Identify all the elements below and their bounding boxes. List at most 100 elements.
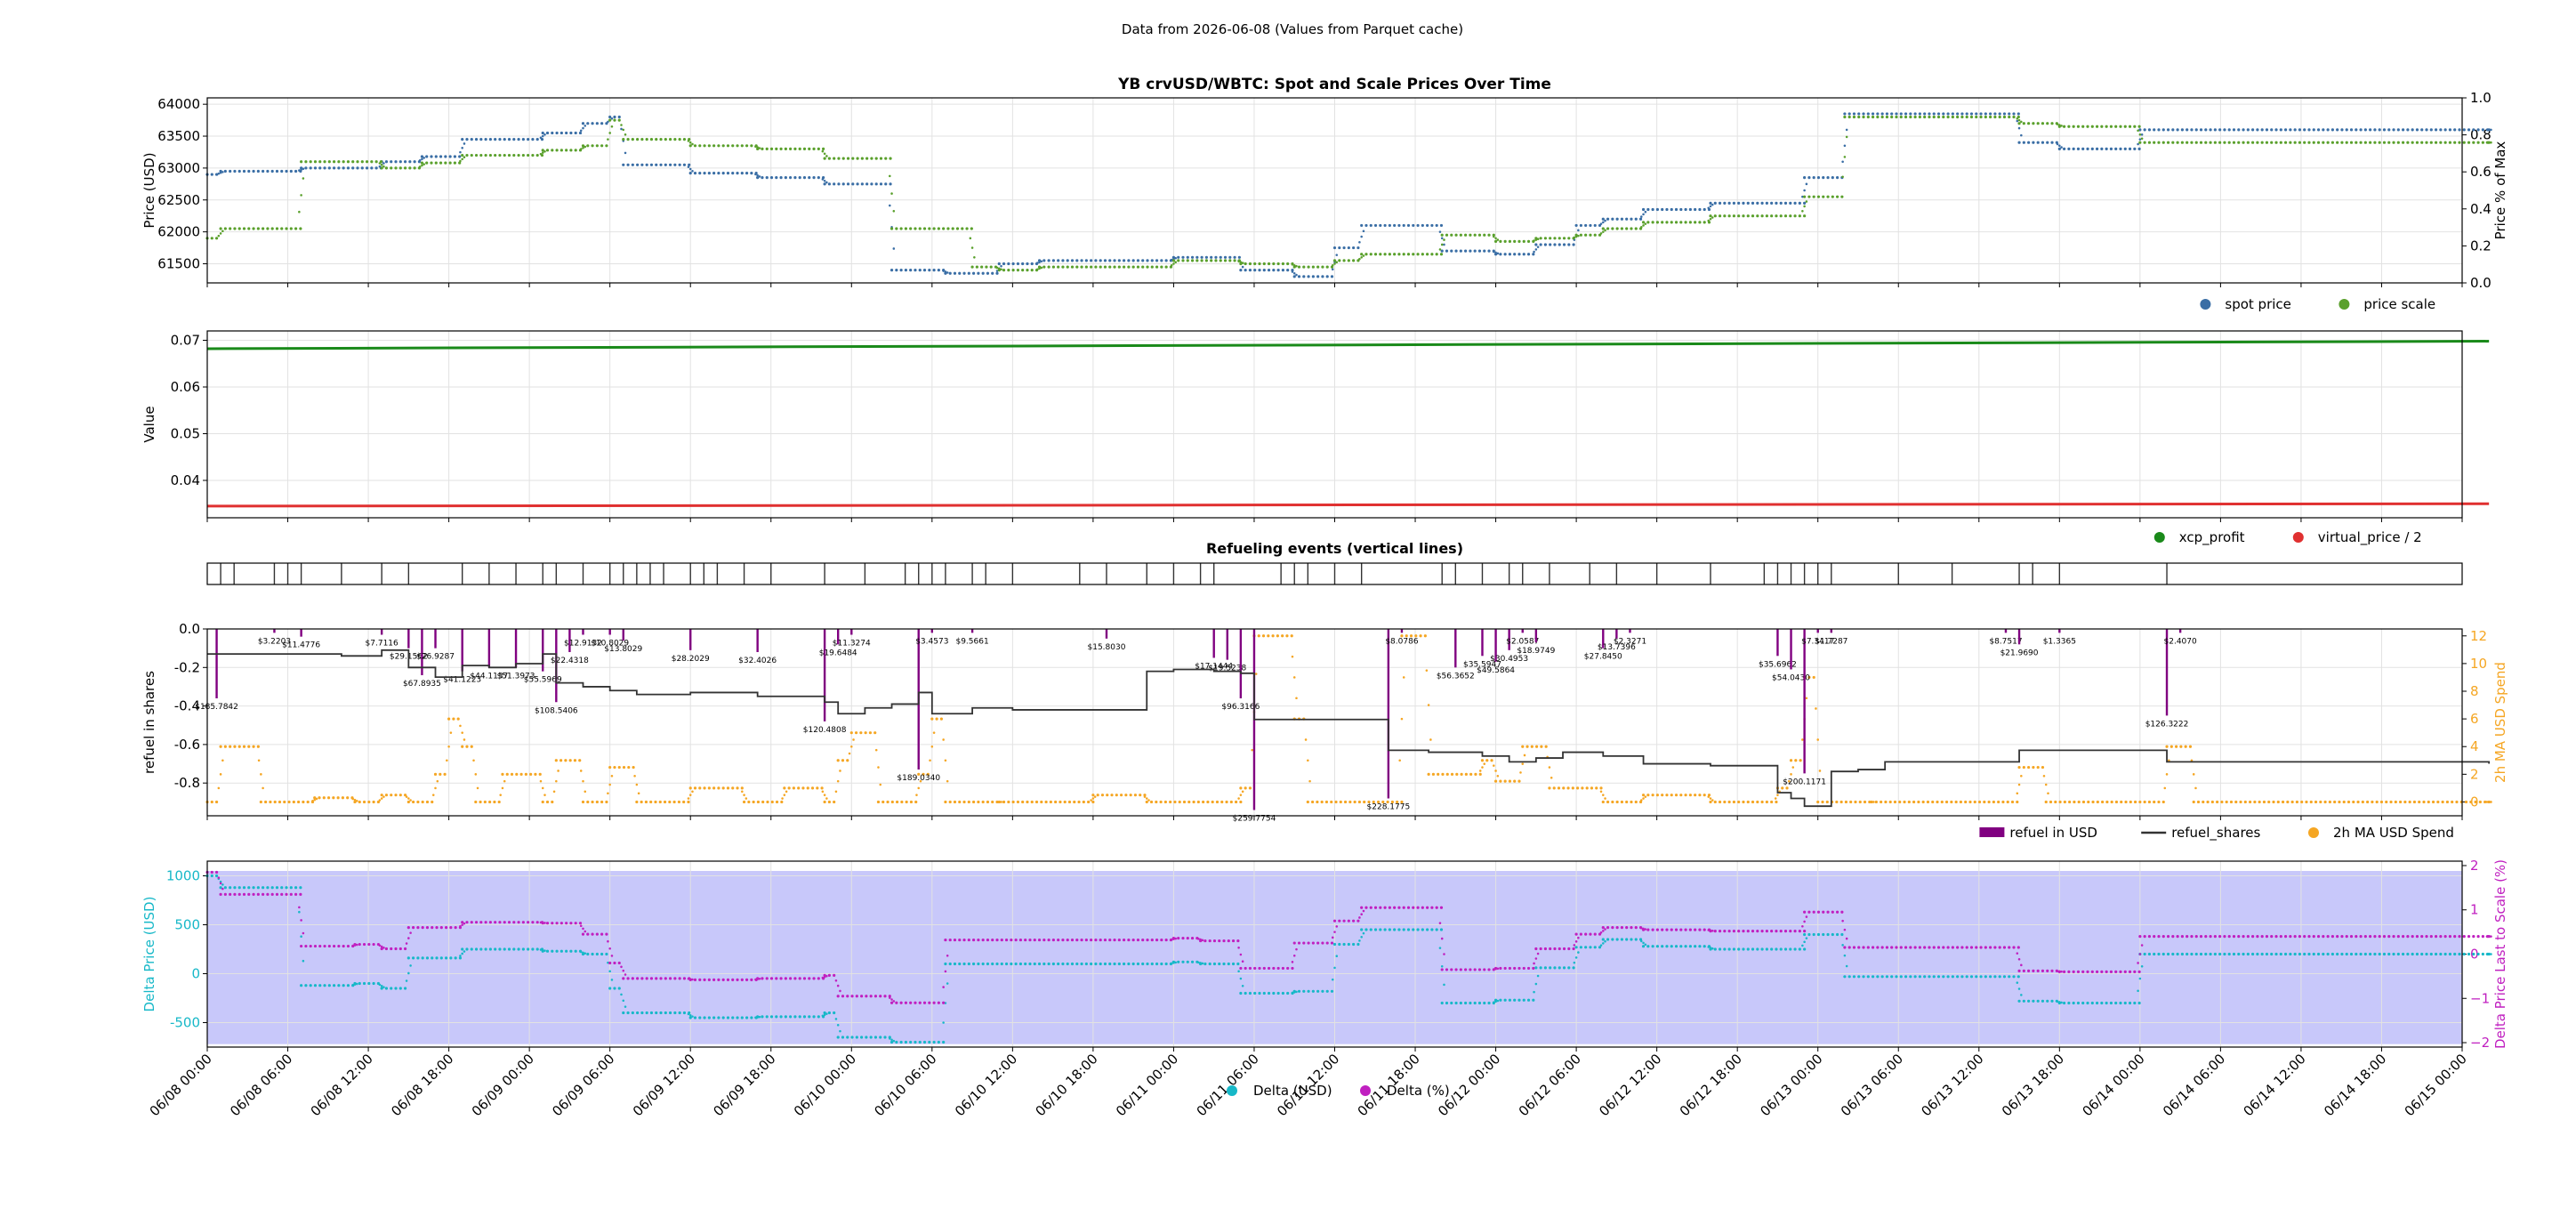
- price-point: [1421, 253, 1424, 256]
- price-point: [2439, 141, 2443, 144]
- price-point: [1812, 195, 1815, 198]
- price-point: [2487, 128, 2491, 132]
- price-point-transition: [1174, 261, 1177, 263]
- delta-pct-point-transition: [892, 1000, 896, 1003]
- delta-pct-point-transition: [355, 943, 358, 947]
- price-point: [1862, 112, 1865, 116]
- delta-pct-point: [1718, 930, 1722, 933]
- price-point: [953, 271, 957, 275]
- price-point-transition: [1707, 219, 1711, 222]
- price-point: [266, 169, 270, 173]
- price-point: [1847, 112, 1851, 116]
- delta-pct-point: [2081, 970, 2085, 974]
- ma-point: [461, 745, 464, 748]
- refuel-bar-label: $12.9132: [564, 639, 602, 648]
- ma-point-transition: [1548, 766, 1551, 769]
- delta-usd-point: [1979, 975, 1983, 979]
- delta-pct-point: [740, 978, 744, 981]
- ma-point: [1770, 800, 1774, 804]
- y-tick-label: -0.2: [174, 659, 200, 675]
- price-point: [1406, 253, 1411, 256]
- ma-point: [2129, 800, 2132, 804]
- ma-point-transition: [2192, 773, 2195, 776]
- delta-usd-point: [2232, 952, 2236, 956]
- price-point: [2114, 147, 2118, 150]
- price-point: [889, 182, 892, 186]
- delta-usd-point: [1406, 928, 1411, 931]
- y-tick-label: 0.06: [171, 379, 200, 395]
- delta-usd-point: [1122, 962, 1126, 966]
- price-point: [2307, 128, 2311, 132]
- ma-point: [1182, 800, 1187, 804]
- price-point: [1713, 214, 1717, 218]
- delta-usd-point: [1231, 962, 1236, 966]
- ma-point: [1324, 800, 1329, 804]
- price-point: [2109, 125, 2113, 128]
- ma-point: [456, 717, 460, 721]
- delta-usd-point: [1379, 928, 1382, 931]
- delta-usd-point: [731, 1016, 735, 1019]
- ma-point-transition: [2190, 759, 2194, 762]
- delta-pct-point: [313, 944, 318, 948]
- delta-pct-point: [574, 922, 577, 925]
- delta-usd-point-transition: [300, 935, 302, 938]
- delta-pct-point-transition: [754, 978, 757, 981]
- delta-usd-point-transition: [1536, 974, 1540, 978]
- price-point: [2128, 147, 2132, 150]
- ma-point: [551, 800, 554, 804]
- x-tick-label: 06/08 06:00: [227, 1051, 295, 1119]
- price-point-transition: [1494, 237, 1497, 240]
- price-point: [2204, 141, 2208, 144]
- price-point-transition: [1642, 213, 1645, 216]
- delta-usd-point: [1765, 947, 1768, 951]
- price-point: [1723, 214, 1727, 218]
- x-tick-label: 06/08 00:00: [147, 1051, 215, 1119]
- price-point: [1840, 195, 1844, 198]
- y-tick-label: 0.07: [171, 333, 200, 349]
- price-point: [574, 131, 577, 135]
- price-point: [299, 227, 302, 230]
- delta-usd-point: [1212, 962, 1217, 966]
- ma-point: [541, 800, 544, 804]
- price-point: [498, 138, 502, 141]
- ma-point: [900, 800, 904, 804]
- delta-usd-point: [1477, 1001, 1482, 1005]
- price-point: [837, 157, 841, 160]
- delta-usd-point: [775, 1015, 778, 1019]
- delta-pct-point: [1004, 938, 1009, 942]
- ma-point: [2394, 800, 2397, 804]
- price-point-transition: [2137, 129, 2139, 133]
- price-point: [337, 166, 341, 170]
- delta-usd-point: [512, 947, 516, 951]
- price-point-transition: [823, 152, 826, 156]
- y-tick-label: 64000: [157, 96, 200, 112]
- delta-pct-point: [304, 944, 308, 948]
- legend-label: xcp_profit: [2179, 529, 2245, 546]
- price-point-transition: [1496, 252, 1500, 255]
- price-point-transition: [1709, 205, 1712, 208]
- ma-point: [2418, 800, 2421, 804]
- price-point: [2415, 141, 2419, 144]
- price-point-transition: [421, 164, 423, 167]
- delta-pct-point: [1503, 966, 1507, 971]
- x-tick-label: 06/10 12:00: [952, 1051, 1020, 1119]
- ma-point-transition: [1427, 704, 1430, 706]
- ma-point: [394, 794, 398, 797]
- x-tick-label: 06/08 18:00: [388, 1051, 456, 1119]
- delta-usd-point: [1890, 975, 1894, 979]
- price-point: [1611, 217, 1614, 221]
- price-point: [1360, 253, 1364, 256]
- price-point: [1579, 233, 1582, 237]
- delta-pct-point: [2307, 934, 2311, 939]
- price-point: [531, 153, 535, 157]
- delta-pct-point: [2312, 934, 2315, 939]
- price-point: [1522, 239, 1525, 243]
- ma-point: [2281, 800, 2285, 804]
- price-point-transition: [1642, 224, 1645, 227]
- price-point-transition: [1360, 256, 1363, 259]
- price-point: [937, 269, 940, 272]
- delta-pct-point: [678, 977, 681, 980]
- ma-point-transition: [311, 799, 314, 802]
- delta-usd-point: [1203, 962, 1207, 966]
- delta-pct-point: [1244, 966, 1247, 971]
